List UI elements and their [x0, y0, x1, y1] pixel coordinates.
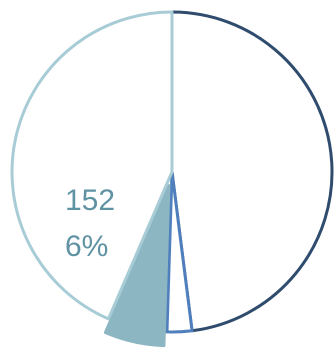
data-label-value: 152 [65, 184, 115, 217]
data-label-percent: 6% [65, 230, 108, 263]
pie-slice-3 [103, 184, 171, 348]
pie-slices [10, 10, 334, 348]
pie-slice-1 [170, 10, 334, 333]
pie-slice-4 [10, 10, 174, 321]
pie-slice-2 [165, 170, 194, 334]
pie-data-labels: 152 6% [65, 184, 115, 263]
